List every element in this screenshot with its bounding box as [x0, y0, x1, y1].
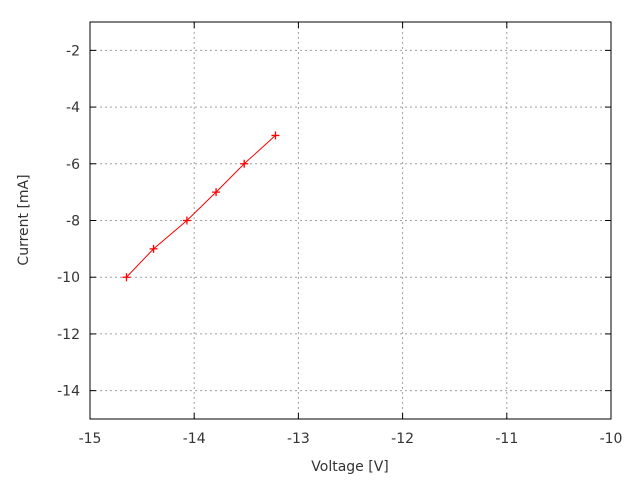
- series: [122, 131, 280, 282]
- data-point: [271, 131, 280, 140]
- x-tick-label: -15: [79, 431, 102, 447]
- y-tick-label: -6: [66, 157, 80, 173]
- data-point: [122, 273, 131, 282]
- data-point: [212, 188, 221, 197]
- x-tick-label: -12: [391, 431, 414, 447]
- ticks: -15 -14 -13 -12 -11 -10 -2 -4 -6 -8 -10 -12 -14: [57, 22, 622, 447]
- data-point: [149, 244, 158, 253]
- y-tick-label: -8: [66, 214, 80, 230]
- data-point: [182, 216, 191, 225]
- y-tick-label: -4: [66, 100, 80, 116]
- x-tick-label: -13: [287, 431, 310, 447]
- data-point: [240, 159, 249, 168]
- y-tick-label: -10: [57, 270, 80, 286]
- x-tick-label: -10: [600, 431, 623, 447]
- x-tick-label: -14: [183, 431, 206, 447]
- x-axis-label: Voltage [V]: [311, 459, 388, 475]
- series-line: [126, 135, 276, 278]
- y-axis-label: Current [mA]: [16, 174, 32, 265]
- grid: [90, 22, 611, 419]
- x-tick-label: -11: [495, 431, 518, 447]
- y-tick-label: -14: [57, 384, 80, 400]
- y-tick-label: -2: [66, 43, 80, 59]
- y-tick-label: -12: [57, 327, 80, 343]
